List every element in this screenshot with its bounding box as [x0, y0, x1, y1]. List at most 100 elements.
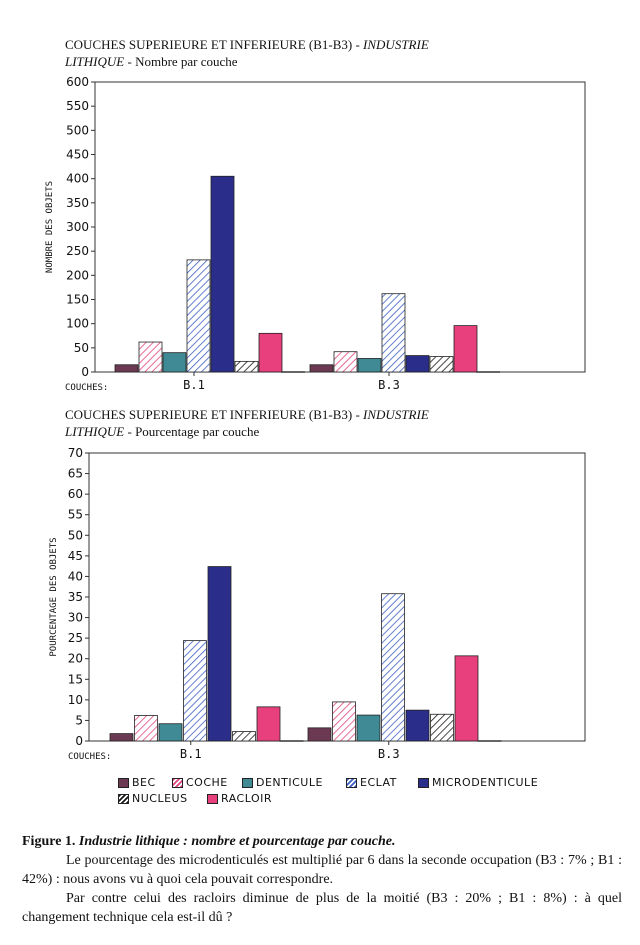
x-tick-label-b-1: B.1 [180, 747, 202, 761]
legend-swatch [418, 777, 429, 788]
y-tick-label: 10 [68, 693, 83, 707]
legend-swatch [346, 777, 357, 788]
x-axis-label: COUCHES: [68, 752, 111, 762]
chart1-title: COUCHES SUPERIEURE ET INFERIEURE (B1-B3)… [65, 36, 429, 70]
bar-denticule-b-1 [162, 352, 187, 373]
legend-item-nucleus: NUCLEUS [118, 792, 188, 805]
legend-swatch [118, 793, 129, 804]
figure-title: Industrie lithique : nombre et pourcenta… [78, 834, 396, 849]
legend-item-coche: COCHE [172, 776, 228, 789]
legend-label: DENTICULE [256, 776, 323, 789]
figure-caption: Figure 1. Industrie lithique : nombre et… [22, 832, 622, 927]
bar-microdenticule-b-1 [207, 566, 232, 742]
bar-denticule-b-1 [158, 723, 183, 742]
legend-item-bec: BEC [118, 776, 156, 789]
legend-swatch [207, 793, 218, 804]
caption-paragraph-2: Par contre celui des racloirs diminue de… [22, 891, 622, 925]
chart1-title-line2-italic: LITHIQUE [65, 54, 125, 69]
y-tick-label: 250 [66, 244, 89, 258]
y-tick-label: 20 [68, 652, 83, 666]
plot-frame [88, 452, 586, 742]
bar-denticule-b-3 [356, 714, 381, 742]
bar-nucleus-b-3 [429, 356, 454, 373]
bar-bec-b-1 [109, 733, 134, 742]
legend-item-racloir: RACLOIR [207, 792, 272, 805]
legend-item-eclat: ECLAT [346, 776, 397, 789]
bar-bec-b-1 [114, 364, 139, 373]
bar-racloir-b-1 [256, 706, 281, 742]
bar-nucleus-b-1 [234, 360, 259, 373]
x-tick-label-b-1: B.1 [183, 378, 205, 392]
bar-eclat-b-3 [381, 593, 405, 742]
chart2-title-line1-italic: INDUSTRIE [363, 407, 429, 422]
chart2-title: COUCHES SUPERIEURE ET INFERIEURE (B1-B3)… [65, 406, 429, 440]
y-tick-label: 15 [68, 672, 83, 686]
y-tick-label: 600 [66, 75, 89, 89]
y-tick-label: 200 [66, 268, 89, 282]
y-tick-label: 100 [66, 317, 89, 331]
bar-eclat-b-3 [381, 293, 406, 373]
legend-item-denticule: DENTICULE [242, 776, 323, 789]
chart2-title-line1: COUCHES SUPERIEURE ET INFERIEURE (B1-B3)… [65, 407, 364, 422]
caption-paragraph-1: Le pourcentage des microdenticulés est m… [22, 853, 622, 887]
plot-frame [94, 81, 586, 373]
bar-racloir-b-3 [453, 325, 478, 373]
bar-nucleus-b-3 [430, 713, 454, 742]
bar-bec-b-3 [307, 727, 332, 742]
y-tick-label: 65 [68, 467, 83, 481]
bar-racloir-b-1 [258, 332, 283, 373]
chart-percent: 0 5 10 15 20 25 30 35 40 45 50 55 60 65 70 POURCENTAGE … [49, 446, 586, 762]
legend-label: RACLOIR [221, 792, 272, 805]
legend-swatch [118, 777, 129, 788]
legend-label: MICRODENTICULE [432, 776, 539, 789]
legend-label: COCHE [186, 776, 228, 789]
y-tick-label: 400 [66, 172, 89, 186]
bar-coche-b-1 [134, 715, 158, 742]
x-axis-label: COUCHES: [65, 383, 108, 393]
y-axis-label: POURCENTAGE DES OBJETS [49, 537, 59, 656]
bar-racloir-b-3 [454, 655, 479, 742]
bar-bec-b-3 [309, 364, 334, 373]
y-tick-label: 50 [74, 341, 89, 355]
y-tick-label: 40 [68, 569, 83, 583]
y-tick-label: 150 [66, 293, 89, 307]
y-tick-label: 5 [75, 713, 83, 727]
bar-nucleus-b-1 [232, 731, 256, 742]
y-tick-label: 300 [66, 220, 89, 234]
legend-swatch [242, 777, 253, 788]
chart2-title-line2-italic: LITHIQUE [65, 424, 125, 439]
y-axis-label: NOMBRE DES OBJETS [45, 181, 55, 273]
legend-item-microdenticule: MICRODENTICULE [418, 776, 538, 789]
bar-microdenticule-b-3 [405, 709, 430, 742]
bar-coche-b-1 [138, 341, 163, 373]
chart2-title-line2: - Pourcentage par couche [124, 424, 260, 439]
y-tick-label: 0 [81, 365, 89, 379]
y-tick-label: 0 [75, 734, 83, 748]
legend-label: NUCLEUS [132, 792, 188, 805]
y-tick-label: 60 [68, 487, 83, 501]
chart1-title-line2: - Nombre par couche [124, 54, 238, 69]
bar-eclat-b-1 [183, 640, 207, 742]
y-tick-label: 30 [68, 611, 83, 625]
bar-denticule-b-3 [357, 358, 382, 373]
bar-coche-b-3 [332, 701, 356, 742]
y-tick-label: 500 [66, 123, 89, 137]
legend-label: BEC [132, 776, 156, 789]
y-tick-label: 45 [68, 549, 83, 563]
figure-label: Figure 1. [22, 834, 79, 849]
chart1-title-line1-italic: INDUSTRIE [363, 37, 429, 52]
bar-microdenticule-b-1 [210, 175, 235, 373]
bar-eclat-b-1 [186, 259, 211, 373]
chart-count: 0 50 100 150 200 250 300 350 400 450 500 550 600 NOMB… [45, 75, 586, 393]
y-tick-label: 50 [68, 528, 83, 542]
y-tick-label: 350 [66, 196, 89, 210]
y-tick-label: 25 [68, 631, 83, 645]
x-tick-label-b-3: B.3 [378, 747, 400, 761]
bar-coche-b-3 [333, 351, 358, 373]
legend-swatch [172, 777, 183, 788]
y-tick-label: 70 [68, 446, 83, 460]
chart1-title-line1: COUCHES SUPERIEURE ET INFERIEURE (B1-B3)… [65, 37, 364, 52]
bar-microdenticule-b-3 [405, 355, 430, 373]
y-tick-label: 35 [68, 590, 83, 604]
y-tick-label: 55 [68, 508, 83, 522]
